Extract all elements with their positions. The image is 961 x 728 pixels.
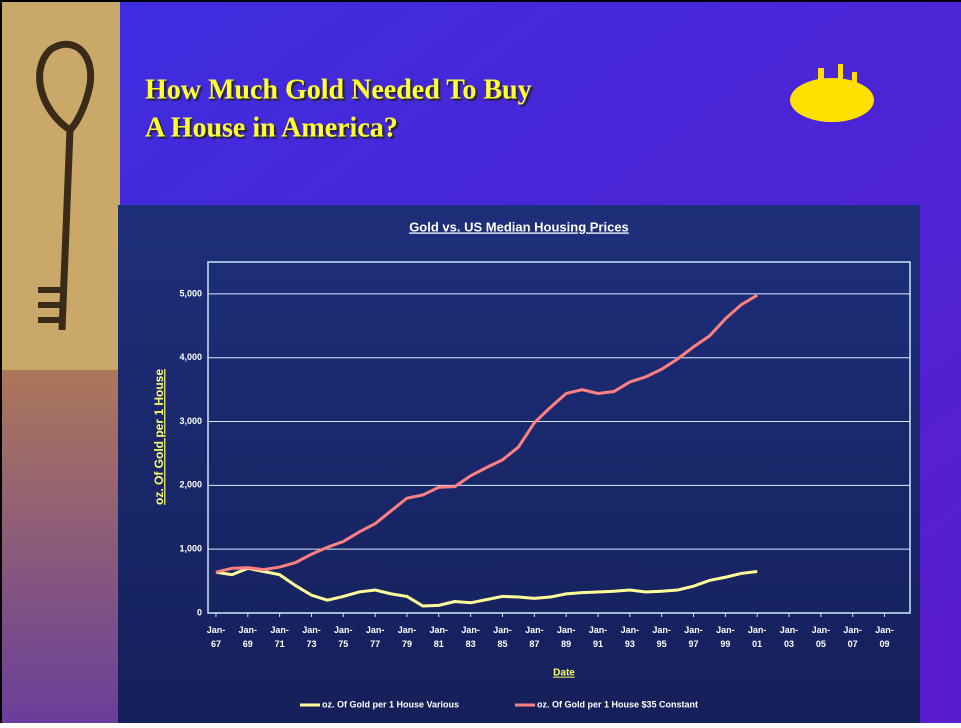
x-tick-label: Jan- 99 xyxy=(716,625,735,649)
chart-area xyxy=(118,205,920,723)
x-tick-label: Jan- 95 xyxy=(652,625,671,649)
x-tick-label-part: 09 xyxy=(880,639,890,649)
x-tick-label-part: Jan- xyxy=(461,625,480,635)
x-tick-label-part: 01 xyxy=(752,639,762,649)
x-tick-label-part: Jan- xyxy=(875,625,894,635)
x-tick-label: Jan- 81 xyxy=(430,625,449,649)
x-tick-label-part: 87 xyxy=(529,639,539,649)
x-tick-label-part: Jan- xyxy=(239,625,258,635)
x-tick-label-part: Jan- xyxy=(557,625,576,635)
x-tick-label: Jan- 71 xyxy=(270,625,289,649)
y-tick-label: 0 xyxy=(197,607,202,617)
x-tick-label-part: Jan- xyxy=(334,625,353,635)
x-tick-label-part: 91 xyxy=(593,639,603,649)
slide-title: How Much Gold Needed To Buy xyxy=(145,74,532,105)
x-tick-label-part: Jan- xyxy=(302,625,321,635)
x-tick-label: Jan- 09 xyxy=(875,625,894,649)
key-icon xyxy=(36,40,95,331)
x-tick-label-part: Jan- xyxy=(270,625,289,635)
x-tick-label: Jan- 67 xyxy=(207,625,226,649)
x-tick-label: Jan- 89 xyxy=(557,625,576,649)
x-tick-label-part: Jan- xyxy=(621,625,640,635)
legend-label: oz. Of Gold per 1 House Various xyxy=(322,699,459,709)
x-tick-label: Jan- 75 xyxy=(334,625,353,649)
x-axis-title: Date xyxy=(553,668,575,679)
y-axis-title: oz. Of Gold per 1 House xyxy=(152,369,166,505)
x-tick-label-part: 97 xyxy=(689,639,699,649)
x-tick-label-part: 85 xyxy=(497,639,507,649)
y-tick-label: 2,000 xyxy=(179,480,202,490)
x-tick-label-part: Jan- xyxy=(366,625,385,635)
x-tick-label-part: 77 xyxy=(370,639,380,649)
x-tick-label-part: 81 xyxy=(434,639,444,649)
x-tick-label-part: Jan- xyxy=(716,625,735,635)
x-tick-label-part: 73 xyxy=(306,639,316,649)
x-tick-label-part: Jan- xyxy=(207,625,226,635)
x-tick-label: Jan- 73 xyxy=(302,625,321,649)
x-tick-label-part: 71 xyxy=(275,639,285,649)
chart-title: Gold vs. US Median Housing Prices xyxy=(409,219,629,234)
x-tick-label-part: Jan- xyxy=(812,625,831,635)
x-tick-label-part: Jan- xyxy=(780,625,799,635)
x-tick-label: Jan- 83 xyxy=(461,625,480,649)
line-series xyxy=(215,566,758,608)
x-tick-label-part: Jan- xyxy=(843,625,862,635)
x-tick-label-part: Jan- xyxy=(589,625,608,635)
slide-title: A House in America? xyxy=(145,112,398,143)
x-tick-label: Jan- 07 xyxy=(843,625,862,649)
x-tick-label: Jan- 77 xyxy=(366,625,385,649)
x-tick-label-part: 93 xyxy=(625,639,635,649)
x-tick-label-part: 07 xyxy=(848,639,858,649)
x-tick-label-part: 79 xyxy=(402,639,412,649)
calligraphy-icon xyxy=(790,64,874,122)
line-series xyxy=(215,293,758,574)
y-tick-label: 3,000 xyxy=(179,416,202,426)
x-tick-label-part: Jan- xyxy=(493,625,512,635)
x-tick-label-part: 05 xyxy=(816,639,826,649)
x-tick-label: Jan- 03 xyxy=(780,625,799,649)
x-tick-label-part: Jan- xyxy=(430,625,449,635)
x-tick-label: Jan- 87 xyxy=(525,625,544,649)
y-tick-label: 1,000 xyxy=(179,544,202,554)
x-tick-label: Jan- 93 xyxy=(621,625,640,649)
x-tick-label: Jan- 79 xyxy=(398,625,417,649)
x-tick-label-part: Jan- xyxy=(684,625,703,635)
x-tick-label-part: 83 xyxy=(466,639,476,649)
x-tick-label: Jan- 85 xyxy=(493,625,512,649)
x-tick-label-part: Jan- xyxy=(748,625,767,635)
x-tick-label-part: 89 xyxy=(561,639,571,649)
x-tick-label: Jan- 01 xyxy=(748,625,767,649)
y-tick-label: 4,000 xyxy=(179,352,202,362)
x-tick-label-part: Jan- xyxy=(652,625,671,635)
x-tick-label: Jan- 05 xyxy=(812,625,831,649)
x-tick-label-part: Jan- xyxy=(525,625,544,635)
legend-label: oz. Of Gold per 1 House $35 Constant xyxy=(537,699,698,709)
x-tick-label-part: 99 xyxy=(720,639,730,649)
x-tick-label-part: Jan- xyxy=(398,625,417,635)
x-tick-label-part: 69 xyxy=(243,639,253,649)
x-tick-label: Jan- 69 xyxy=(239,625,258,649)
x-tick-label-part: 03 xyxy=(784,639,794,649)
y-tick-label: 5,000 xyxy=(179,288,202,298)
x-tick-label-part: 95 xyxy=(657,639,667,649)
x-tick-label-part: 75 xyxy=(338,639,348,649)
x-tick-label: Jan- 97 xyxy=(684,625,703,649)
x-tick-label: Jan- 91 xyxy=(589,625,608,649)
x-tick-label-part: 67 xyxy=(211,639,221,649)
